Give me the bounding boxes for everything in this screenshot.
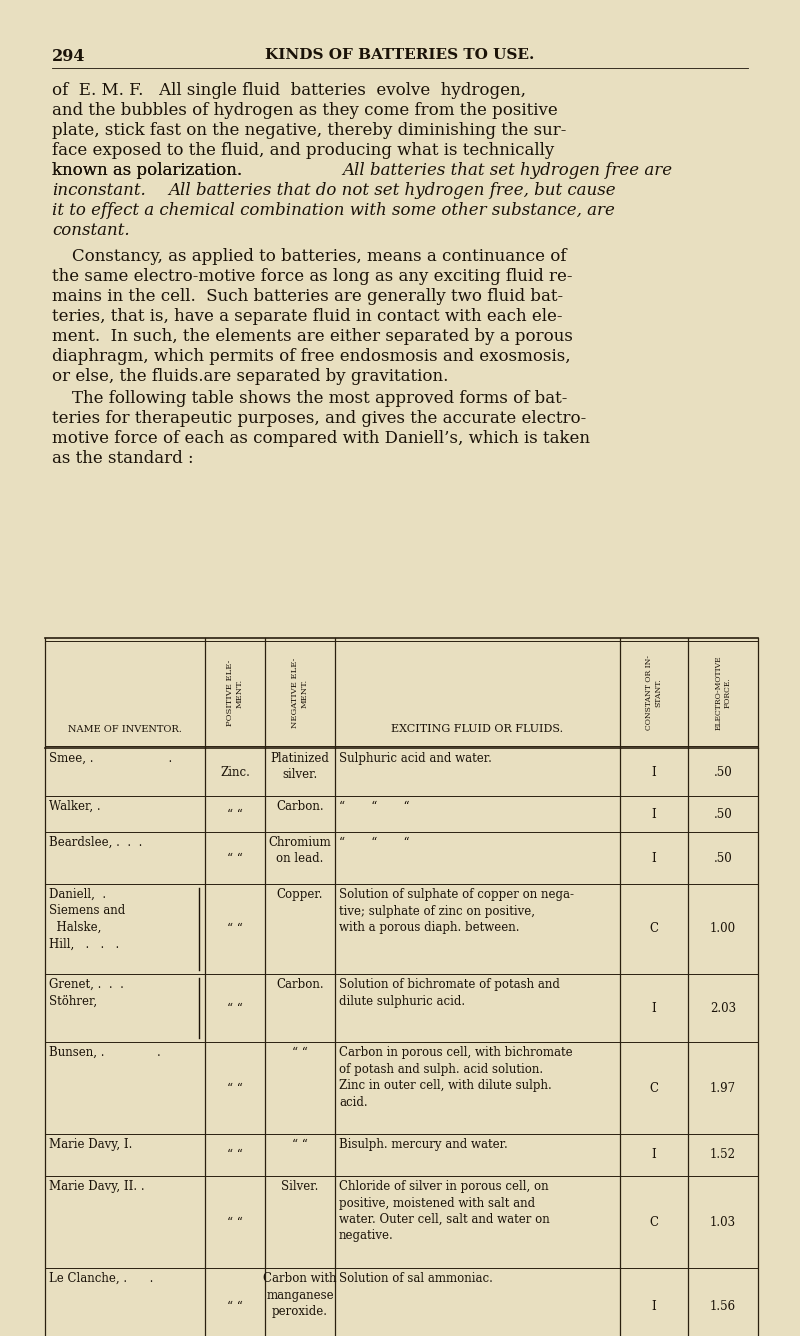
Text: it to effect a chemical combination with some other substance, are: it to effect a chemical combination with… bbox=[52, 202, 615, 219]
Text: The following table shows the most approved forms of bat-: The following table shows the most appro… bbox=[72, 390, 567, 407]
Text: Grenet, .  .  .
Stöhrer,: Grenet, . . . Stöhrer, bbox=[49, 978, 124, 1007]
Text: of  E. M. F.   All single fluid  batteries  evolve  hydrogen,: of E. M. F. All single fluid batteries e… bbox=[52, 81, 526, 99]
Text: .50: .50 bbox=[714, 851, 732, 864]
Text: CONSTANT OR IN-
STANT.: CONSTANT OR IN- STANT. bbox=[646, 656, 662, 731]
Text: 294: 294 bbox=[52, 48, 86, 65]
Text: “ “: “ “ bbox=[227, 922, 243, 935]
Text: “ “: “ “ bbox=[227, 1149, 243, 1161]
Text: Constancy, as applied to batteries, means a continuance of: Constancy, as applied to batteries, mean… bbox=[72, 248, 566, 265]
Text: Solution of bichromate of potash and
dilute sulphuric acid.: Solution of bichromate of potash and dil… bbox=[339, 978, 560, 1007]
Text: I: I bbox=[652, 1149, 656, 1161]
Text: Solution of sulphate of copper on nega-
tive; sulphate of zinc on positive,
with: Solution of sulphate of copper on nega- … bbox=[339, 888, 574, 934]
Text: “       “       “: “ “ “ bbox=[339, 800, 410, 814]
Text: Marie Davy, II. .: Marie Davy, II. . bbox=[49, 1180, 145, 1193]
Text: Sulphuric acid and water.: Sulphuric acid and water. bbox=[339, 752, 492, 766]
Text: “ “: “ “ bbox=[227, 807, 243, 820]
Text: Smee, .                    .: Smee, . . bbox=[49, 752, 172, 766]
Text: .50: .50 bbox=[714, 766, 732, 779]
Text: “ “: “ “ bbox=[292, 1138, 308, 1152]
Text: I: I bbox=[652, 766, 656, 779]
Text: Daniell,  .
Siemens and
  Halske,
Hill,   .   .   .: Daniell, . Siemens and Halske, Hill, . .… bbox=[49, 888, 126, 950]
Text: Walker, .: Walker, . bbox=[49, 800, 157, 814]
Text: 1.52: 1.52 bbox=[710, 1149, 736, 1161]
Text: 1.56: 1.56 bbox=[710, 1300, 736, 1313]
Text: the same electro-motive force as long as any exciting fluid re-: the same electro-motive force as long as… bbox=[52, 269, 573, 285]
Text: I: I bbox=[652, 851, 656, 864]
Text: “ “: “ “ bbox=[227, 1082, 243, 1094]
Text: .50: .50 bbox=[714, 807, 732, 820]
Text: and the bubbles of hydrogen as they come from the positive: and the bubbles of hydrogen as they come… bbox=[52, 102, 558, 119]
Text: EXCITING FLUID OR FLUIDS.: EXCITING FLUID OR FLUIDS. bbox=[391, 724, 563, 733]
Text: Zinc.: Zinc. bbox=[220, 766, 250, 779]
Text: diaphragm, which permits of free endosmosis and exosmosis,: diaphragm, which permits of free endosmo… bbox=[52, 347, 570, 365]
Text: 1.00: 1.00 bbox=[710, 922, 736, 935]
Text: I: I bbox=[652, 1002, 656, 1014]
Text: 1.03: 1.03 bbox=[710, 1216, 736, 1229]
Text: I: I bbox=[652, 1300, 656, 1313]
Text: or else, the fluids.are separated by gravitation.: or else, the fluids.are separated by gra… bbox=[52, 367, 448, 385]
Text: KINDS OF BATTERIES TO USE.: KINDS OF BATTERIES TO USE. bbox=[266, 48, 534, 61]
Text: motive force of each as compared with Daniell’s, which is taken: motive force of each as compared with Da… bbox=[52, 430, 590, 448]
Text: as the standard :: as the standard : bbox=[52, 450, 194, 468]
Text: “ “: “ “ bbox=[227, 1002, 243, 1014]
Text: Bisulph. mercury and water.: Bisulph. mercury and water. bbox=[339, 1138, 508, 1152]
Text: known as polarization.: known as polarization. bbox=[52, 162, 253, 179]
Text: I: I bbox=[652, 807, 656, 820]
Text: mains in the cell.  Such batteries are generally two fluid bat-: mains in the cell. Such batteries are ge… bbox=[52, 289, 563, 305]
Text: C: C bbox=[650, 1216, 658, 1229]
Text: “       “       “: “ “ “ bbox=[339, 836, 410, 848]
Text: known as polarization.: known as polarization. bbox=[52, 162, 258, 179]
Text: All batteries that do not set hydrogen free, but cause: All batteries that do not set hydrogen f… bbox=[168, 182, 616, 199]
Text: “ “: “ “ bbox=[227, 851, 243, 864]
Text: inconstant.: inconstant. bbox=[52, 182, 146, 199]
Text: C: C bbox=[650, 1082, 658, 1094]
Text: Carbon.: Carbon. bbox=[276, 978, 324, 991]
Text: Chromium
on lead.: Chromium on lead. bbox=[269, 836, 331, 866]
Text: Solution of sal ammoniac.: Solution of sal ammoniac. bbox=[339, 1272, 493, 1285]
Text: Bunsen, .              .: Bunsen, . . bbox=[49, 1046, 161, 1059]
Text: Platinized
silver.: Platinized silver. bbox=[270, 752, 330, 782]
Text: Chloride of silver in porous cell, on
positive, moistened with salt and
water. O: Chloride of silver in porous cell, on po… bbox=[339, 1180, 550, 1242]
Text: plate, stick fast on the negative, thereby diminishing the sur-: plate, stick fast on the negative, there… bbox=[52, 122, 566, 139]
Text: Beardslee, .  .  .: Beardslee, . . . bbox=[49, 836, 142, 848]
Text: Le Clanche, .      .: Le Clanche, . . bbox=[49, 1272, 154, 1285]
Text: Copper.: Copper. bbox=[277, 888, 323, 900]
Text: face exposed to the fluid, and producing what is technically: face exposed to the fluid, and producing… bbox=[52, 142, 554, 159]
Text: ELECTRO-MOTIVE
FORCE.: ELECTRO-MOTIVE FORCE. bbox=[714, 656, 732, 731]
Text: Carbon with
manganese
peroxide.: Carbon with manganese peroxide. bbox=[263, 1272, 337, 1319]
Text: teries for therapeutic purposes, and gives the accurate electro-: teries for therapeutic purposes, and giv… bbox=[52, 410, 586, 428]
Text: Carbon in porous cell, with bichromate
of potash and sulph. acid solution.
Zinc : Carbon in porous cell, with bichromate o… bbox=[339, 1046, 573, 1109]
Text: Silver.: Silver. bbox=[282, 1180, 318, 1193]
Text: teries, that is, have a separate fluid in contact with each ele-: teries, that is, have a separate fluid i… bbox=[52, 309, 562, 325]
Text: “ “: “ “ bbox=[227, 1216, 243, 1229]
Text: “ “: “ “ bbox=[292, 1046, 308, 1059]
Text: 1.97: 1.97 bbox=[710, 1082, 736, 1094]
Text: ment.  In such, the elements are either separated by a porous: ment. In such, the elements are either s… bbox=[52, 329, 573, 345]
Text: “ “: “ “ bbox=[227, 1300, 243, 1313]
Text: NEGATIVE ELE-
MENT.: NEGATIVE ELE- MENT. bbox=[291, 657, 309, 728]
Text: Carbon.: Carbon. bbox=[276, 800, 324, 814]
Text: All batteries that set hydrogen free are: All batteries that set hydrogen free are bbox=[342, 162, 672, 179]
Text: Marie Davy, I.: Marie Davy, I. bbox=[49, 1138, 132, 1152]
Text: 2.03: 2.03 bbox=[710, 1002, 736, 1014]
Text: constant.: constant. bbox=[52, 222, 130, 239]
Text: C: C bbox=[650, 922, 658, 935]
Text: NAME OF INVENTOR.: NAME OF INVENTOR. bbox=[68, 725, 182, 733]
Text: POSITIVE ELE-
MENT.: POSITIVE ELE- MENT. bbox=[226, 660, 243, 727]
